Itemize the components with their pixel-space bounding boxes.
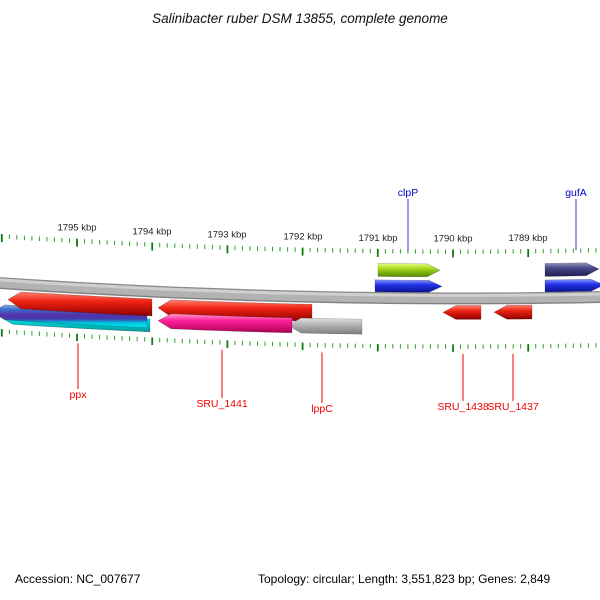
gene-label[interactable]: SRU_1438 [437, 401, 489, 413]
ruler-label: 1791 kbp [358, 233, 397, 244]
gene-lppC[interactable] [287, 317, 363, 335]
gene-arrow[interactable] [374, 279, 443, 293]
backbone-edge-bottom [0, 287, 600, 305]
gene-SRU_1441[interactable] [157, 313, 293, 334]
gene-arrow[interactable] [7, 291, 153, 317]
gene-label[interactable]: lppC [311, 403, 333, 415]
callout-SRU_1438: SRU_1438 [437, 353, 489, 413]
ruler-label: 1790 kbp [433, 233, 472, 244]
ruler-label: 1795 kbp [57, 223, 96, 234]
ruler-label: 1789 kbp [508, 233, 547, 244]
callout-SRU_1437: SRU_1437 [487, 353, 539, 413]
backbone [0, 277, 600, 304]
gene-gufA[interactable] [544, 262, 600, 277]
gene-label[interactable]: SRU_1437 [487, 401, 539, 413]
backbone-highlight [0, 278, 600, 297]
ruler-bottom [0, 329, 597, 352]
gene-SRU_1437[interactable] [493, 304, 533, 320]
callout-clpP: clpP [398, 187, 418, 252]
gene-clpP[interactable] [377, 263, 441, 278]
callout-gufA: gufA [565, 187, 587, 251]
ruler-top: 1795 kbp 1794 kbp 1793 kbp 1792 kbp 1791 kbp… [0, 223, 597, 258]
ruler-label: 1794 kbp [132, 227, 171, 238]
ruler-label: 1793 kbp [207, 229, 246, 240]
gene-SRU_1438[interactable] [442, 305, 482, 320]
ruler-label: 1792 kbp [283, 232, 322, 243]
gene-label[interactable]: ppx [70, 389, 88, 401]
gene-label[interactable]: gufA [565, 187, 587, 199]
genome-title: Salinibacter ruber DSM 13855, complete g… [152, 11, 448, 26]
gene-arrow[interactable] [544, 278, 600, 293]
footer-accession: Accession: NC_007677 [15, 572, 141, 586]
top-callouts: clpP gufA [398, 187, 587, 252]
gene-label[interactable]: SRU_1441 [196, 398, 248, 410]
backbone-edge-top [0, 277, 600, 294]
callout-lppC: lppC [311, 352, 333, 415]
gene-track [0, 262, 600, 335]
callout-ppx: ppx [70, 343, 88, 401]
callout-SRU_1441: SRU_1441 [196, 349, 248, 410]
backbone-band [0, 277, 600, 305]
footer-summary: Topology: circular; Length: 3,551,823 bp… [258, 572, 551, 586]
gene-label[interactable]: clpP [398, 187, 418, 199]
